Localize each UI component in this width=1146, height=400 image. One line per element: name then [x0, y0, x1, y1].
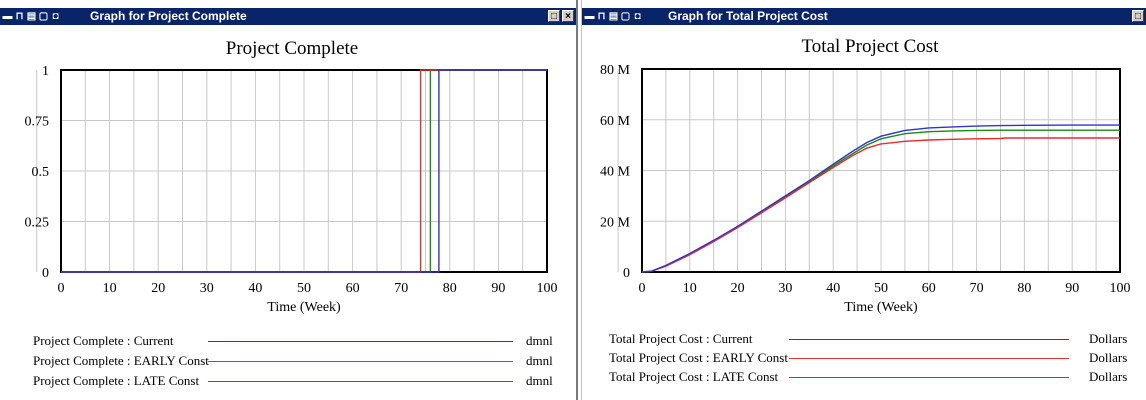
legend-swatch-line	[208, 341, 513, 342]
legend-series-name: Total Project Cost : EARLY Const	[609, 350, 788, 365]
y-tick-label: 0	[42, 266, 49, 281]
x-tick-label: 10	[103, 281, 117, 296]
legend-unit: dmnl	[526, 333, 553, 348]
legend-swatch-line	[208, 361, 513, 362]
lock-icon[interactable]: ⊓	[15, 11, 24, 22]
legend-entry: Total Project Cost : EARLY Const Dollars	[609, 350, 1139, 366]
window-title: Graph for Total Project Cost	[668, 9, 828, 23]
x-tick-label: 10	[683, 281, 697, 296]
x-tick-label: 20	[731, 281, 745, 296]
legend-unit: Dollars	[1089, 350, 1128, 365]
legend-unit: dmnl	[526, 353, 553, 368]
x-tick-label: 100	[1110, 281, 1131, 296]
x-axis-label: Time (Week)	[844, 300, 918, 315]
print-icon[interactable]: ▤	[26, 11, 37, 22]
x-axis-label: Time (Week)	[267, 300, 341, 315]
x-tick-label: 30	[200, 281, 214, 296]
x-tick-label: 0	[639, 281, 646, 296]
x-tick-label: 80	[443, 281, 457, 296]
copy-icon[interactable]: ▢	[38, 11, 49, 22]
y-tick-label: 0.25	[25, 216, 50, 231]
y-tick-label: 0.75	[25, 115, 50, 130]
chart-title: Project Complete	[226, 38, 358, 59]
y-tick-label: 20 M	[600, 215, 631, 230]
series-line	[61, 69, 547, 273]
plot-frame	[641, 68, 1121, 273]
y-tick-label: 60 M	[600, 114, 631, 129]
legend-swatch-line	[789, 339, 1069, 340]
restore-button[interactable]: □	[1132, 10, 1144, 22]
legend-swatch-line	[208, 381, 513, 382]
x-tick-label: 90	[491, 281, 505, 296]
restore-button[interactable]: □	[548, 10, 560, 22]
lock-icon[interactable]: ⊓	[597, 11, 606, 22]
x-tick-label: 20	[151, 281, 165, 296]
y-tick-label: 80 M	[600, 63, 631, 78]
minimize-system-icon[interactable]: ▬	[2, 11, 13, 22]
legend-unit: Dollars	[1089, 369, 1128, 384]
x-tick-label: 60	[922, 281, 936, 296]
x-tick-label: 80	[1017, 281, 1031, 296]
x-tick-label: 40	[826, 281, 840, 296]
legend-entry: Project Complete : Current dmnl	[33, 333, 576, 349]
x-tick-label: 100	[537, 281, 558, 296]
y-tick-label: 40 M	[600, 165, 631, 180]
legend-entry: Project Complete : EARLY Const dmnl	[33, 353, 576, 369]
legend-unit: Dollars	[1089, 331, 1128, 346]
x-tick-label: 0	[58, 281, 65, 296]
x-tick-label: 90	[1065, 281, 1079, 296]
x-tick-label: 70	[970, 281, 984, 296]
chart-title: Total Project Cost	[802, 36, 940, 57]
y-tick-label: 0	[623, 266, 630, 281]
legend-entry: Project Complete : LATE Const dmnl	[33, 373, 576, 389]
y-tick-label: 1	[42, 64, 49, 79]
x-tick-label: 30	[778, 281, 792, 296]
legend-entry: Total Project Cost : Current Dollars	[609, 331, 1139, 347]
legend-series-name: Total Project Cost : LATE Const	[609, 369, 779, 384]
graph-window-project-complete: ▬ ⊓ ▤ ▢ ◘ Graph for Project Complete □ ×…	[0, 0, 578, 400]
legend-swatch-line	[789, 358, 1069, 359]
legend-unit: dmnl	[526, 373, 553, 388]
series-line	[641, 137, 1120, 273]
graph-window-total-project-cost: ▬ ⊓ ▤ ▢ ◘ Graph for Total Project Cost □…	[581, 0, 1146, 400]
x-tick-label: 50	[874, 281, 888, 296]
title-bar-icons: ▬ ⊓ ▤ ▢ ◘	[2, 8, 61, 25]
x-tick-label: 40	[248, 281, 262, 296]
legend-series-name: Total Project Cost : Current	[609, 331, 753, 346]
minimize-system-icon[interactable]: ▬	[584, 11, 595, 22]
y-tick-label: 0.5	[32, 165, 50, 180]
legend-swatch-line	[789, 377, 1069, 378]
title-bar[interactable]: ▬ ⊓ ▤ ▢ ◘ Graph for Total Project Cost □	[582, 8, 1146, 25]
chart-total-project-cost: Total Project Cost 0 20 M 40 M 60 M 80 M 0 10 20…	[600, 36, 1131, 315]
legend-series-name: Project Complete : EARLY Const	[33, 353, 209, 368]
title-bar[interactable]: ▬ ⊓ ▤ ▢ ◘ Graph for Project Complete □ ×	[0, 8, 576, 25]
x-tick-label: 70	[394, 281, 408, 296]
window-title: Graph for Project Complete	[90, 9, 247, 23]
close-button[interactable]: ×	[562, 10, 574, 22]
legend-series-name: Project Complete : LATE Const	[33, 373, 200, 388]
print-icon[interactable]: ▤	[608, 11, 619, 22]
title-bar-icons: ▬ ⊓ ▤ ▢ ◘	[584, 8, 643, 25]
x-tick-label: 60	[346, 281, 360, 296]
save-icon[interactable]: ◘	[52, 11, 59, 22]
legend-entry: Total Project Cost : LATE Const Dollars	[609, 369, 1139, 385]
series-line	[641, 124, 1120, 273]
copy-icon[interactable]: ▢	[620, 11, 631, 22]
save-icon[interactable]: ◘	[634, 11, 641, 22]
legend-series-name: Project Complete : Current	[33, 333, 174, 348]
x-tick-label: 50	[297, 281, 311, 296]
